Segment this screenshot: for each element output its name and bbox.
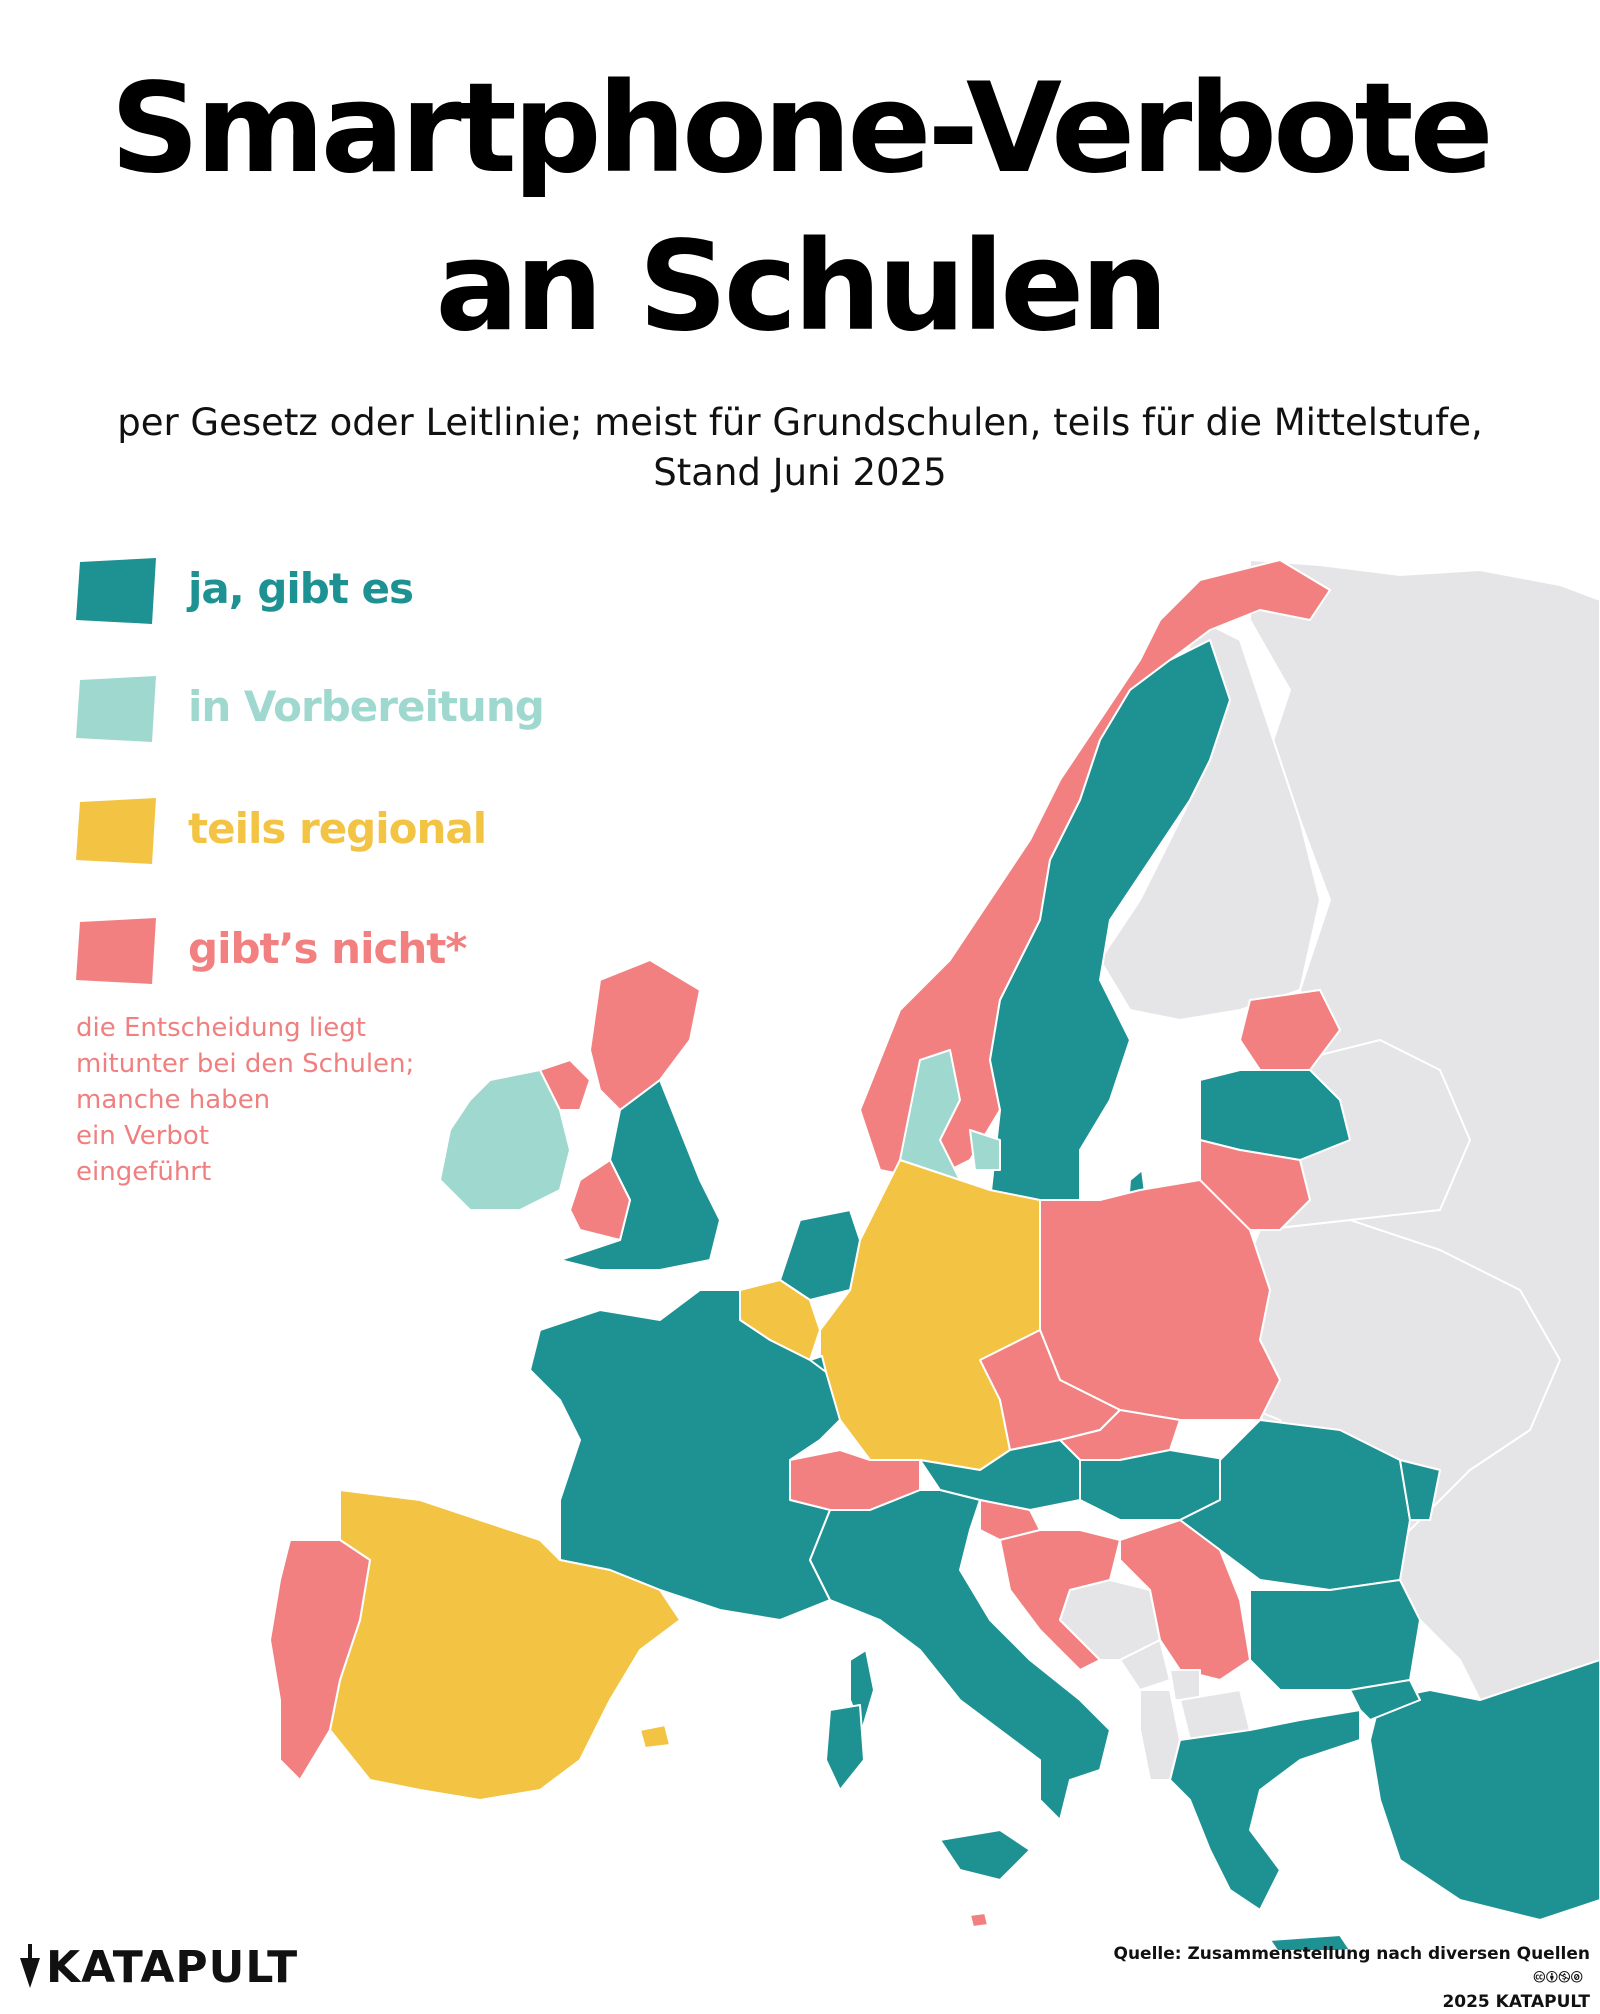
map-region-griechenland (1269, 1934, 1351, 1950)
map-region-england (559, 1079, 721, 1271)
legend-swatch-vorbereitung (76, 676, 156, 742)
map-region-nordirland (539, 1059, 591, 1111)
legend-note-line: die Entscheidung liegt (76, 1013, 366, 1043)
map-region-wales (569, 1159, 631, 1241)
logo-text: KATAPULT (46, 1942, 299, 1993)
katapult-logo-icon (20, 1944, 40, 1988)
map-region-türkei (1349, 1679, 1421, 1721)
map-region-italien (825, 1704, 865, 1791)
legend-note-line: eingeführt (76, 1157, 212, 1187)
source-line: Quelle: Zusammenstellung nach diversen Q… (1113, 1944, 1591, 1964)
legend-note-line: ein Verbot (76, 1121, 210, 1151)
copyright-line: 🅭🅯🄏🄍 2025 KATAPULT (1114, 1966, 1590, 2014)
map-region-serbien (1119, 1519, 1251, 1681)
map-region-montenegro (1119, 1639, 1171, 1691)
map-region-italien (939, 1829, 1031, 1881)
legend-label-ja: ja, gibt es (188, 564, 414, 613)
title-line-2: an Schulen (435, 215, 1168, 359)
legend-swatch-regional (76, 798, 156, 864)
subtitle-line-2: Stand Juni 2025 (653, 451, 947, 494)
cc-license-icons: 🅭🅯🄏🄍 (1534, 1968, 1584, 1988)
copyright-text: 2025 KATAPULT (1442, 1992, 1590, 2012)
map-region-griechenland (1169, 1709, 1361, 1911)
map-region-portugal (269, 1539, 371, 1781)
map-region-spanien (639, 1724, 671, 1749)
legend-label-nicht: gibt’s nicht* (188, 924, 467, 973)
legend-note-line: manche haben (76, 1085, 271, 1115)
map-region-bulgarien (1249, 1579, 1421, 1691)
legend-label-regional: teils regional (188, 804, 487, 853)
map-region-kosovo (1169, 1669, 1201, 1701)
subtitle-line-1: per Gesetz oder Leitlinie; meist für Gru… (117, 401, 1483, 444)
map-region-frankreich (529, 1289, 841, 1621)
legend-note-line: mitunter bei den Schulen; (76, 1049, 415, 1079)
legend-label-vorbereitung: in Vorbereitung (188, 682, 545, 731)
europe-map (269, 559, 1600, 1950)
legend-swatch-ja (76, 558, 156, 624)
map-region-schottland (589, 959, 701, 1111)
map-region-malta (969, 1912, 989, 1928)
page-subtitle: per Gesetz oder Leitlinie; meist für Gru… (0, 398, 1600, 498)
map-region-moldau (1399, 1459, 1441, 1521)
map-region-niederlande (779, 1209, 861, 1301)
title-line-1: Smartphone-Verbote (110, 57, 1493, 201)
page-title: Smartphone-Verbote an Schulen (0, 50, 1600, 366)
legend-footnote: die Entscheidung liegt mitunter bei den … (76, 1010, 496, 1190)
legend-swatch-nicht (76, 918, 156, 984)
map-region-italien (809, 1489, 1111, 1821)
map-region-dänemark (969, 1129, 1001, 1171)
map-region-türkei (1369, 1659, 1600, 1921)
source-credit: Quelle: Zusammenstellung nach diversen Q… (1114, 1942, 1591, 2014)
